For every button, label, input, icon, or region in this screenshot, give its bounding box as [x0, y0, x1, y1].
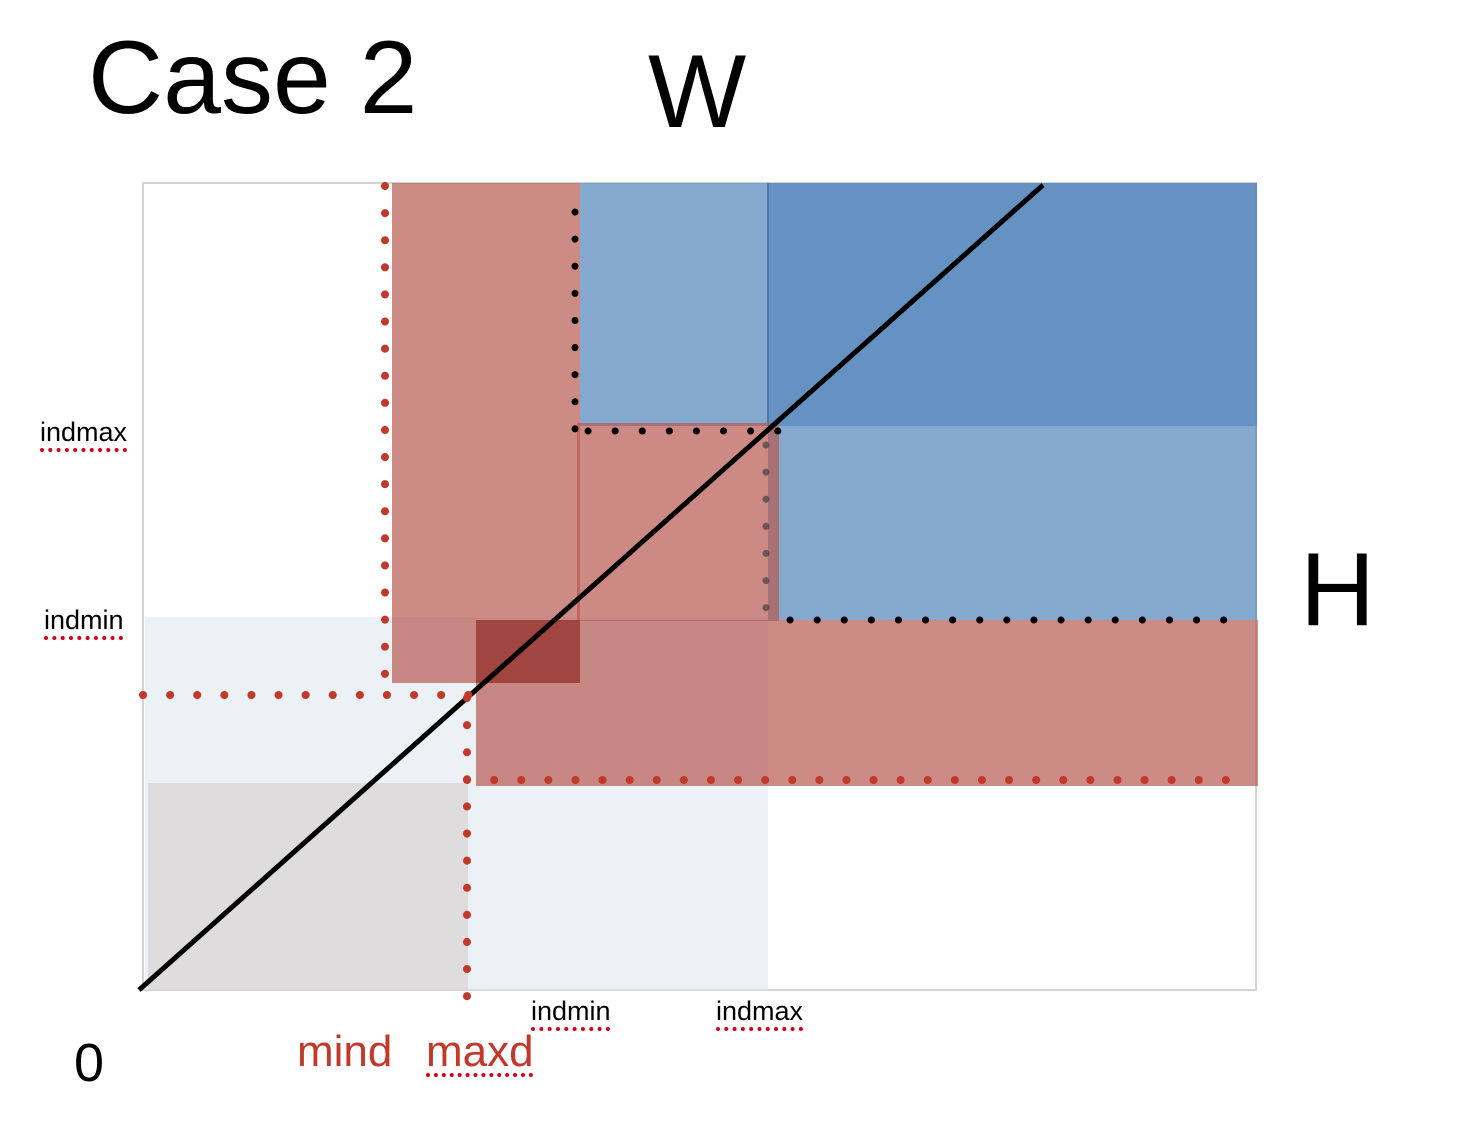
red-region-center [577, 423, 779, 621]
y-indmin-label: indmin [44, 605, 124, 635]
gray-region [148, 783, 468, 990]
x-indmin-label: indmin [531, 996, 611, 1026]
page-title: Case 2 [88, 20, 418, 136]
red-region-vertical [392, 183, 580, 683]
origin-label: 0 [74, 1033, 105, 1093]
axis-h-label: H [1300, 532, 1376, 648]
mind-label: mind [297, 1027, 393, 1076]
axis-w-label: W [648, 34, 747, 150]
diagonal-line [137, 183, 1045, 992]
red-region-horizontal [476, 620, 1258, 786]
y-indmax-label: indmax [40, 417, 128, 447]
maxd-label: maxd [426, 1027, 534, 1076]
blue-region-right [768, 183, 1257, 620]
x-indmax-label: indmax [716, 996, 804, 1026]
